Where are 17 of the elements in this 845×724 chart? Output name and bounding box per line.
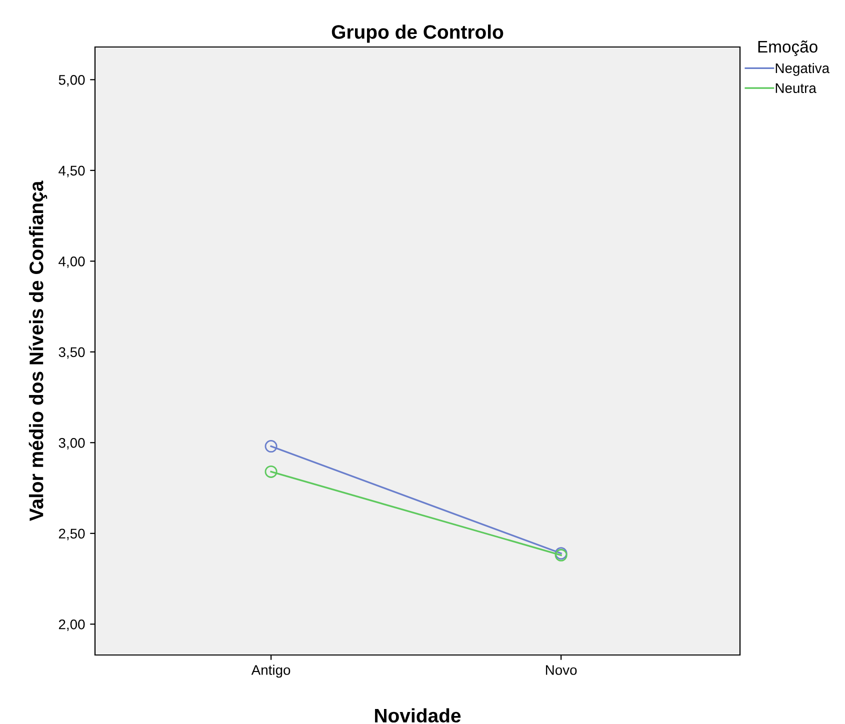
y-tick-label: 2,50	[58, 528, 85, 540]
point	[264, 465, 278, 478]
y-tick-label: 4,50	[58, 166, 85, 178]
y-tick-label: 3,50	[58, 347, 85, 359]
y-tick-label: 2,00	[58, 619, 85, 631]
legend-title: Emoção	[758, 40, 818, 56]
y-tick-label: 4,00	[58, 256, 85, 268]
x-axis-title: Novidade	[375, 708, 461, 723]
chart-title: Grupo de Controlo	[332, 24, 504, 43]
legend-label: Neutra	[776, 83, 816, 94]
y-axis-title: Valor médio dos Níveis de Confiança	[28, 180, 48, 522]
y-tick-label: 3,00	[58, 438, 85, 450]
point	[264, 440, 278, 453]
x-tick-label: Novo	[546, 665, 577, 675]
legend-label: Negativa	[776, 62, 830, 76]
x-tick-label: Antigo	[251, 664, 290, 678]
y-tick-label: 5,00	[58, 75, 85, 86]
